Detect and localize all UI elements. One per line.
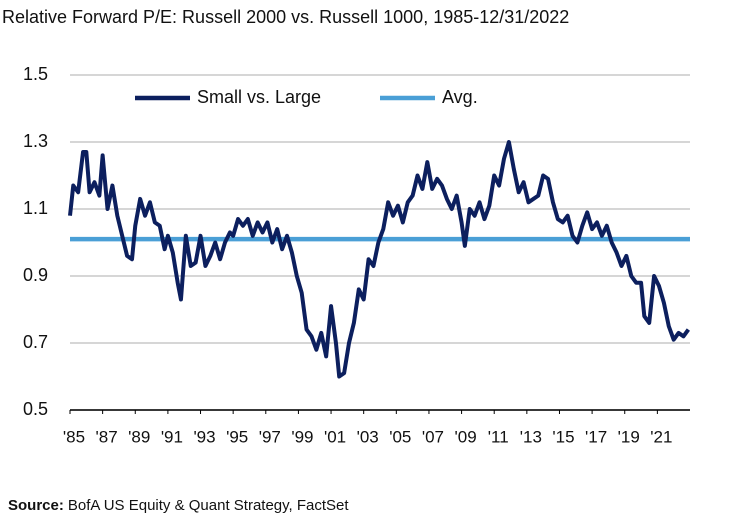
x-tick-label: '97 <box>259 427 281 446</box>
x-tick-label: '87 <box>96 427 118 446</box>
y-tick-label: 0.7 <box>23 332 48 352</box>
source-label: Source: <box>8 497 64 514</box>
y-tick-label: 0.5 <box>23 399 48 419</box>
x-tick-label: '89 <box>128 427 150 446</box>
x-tick-label: '13 <box>520 427 542 446</box>
y-tick-label: 0.9 <box>23 265 48 285</box>
x-tick-label: '05 <box>389 427 411 446</box>
x-tick-label: '85 <box>63 427 85 446</box>
x-tick-label: '21 <box>650 427 672 446</box>
y-tick-label: 1.5 <box>23 64 48 84</box>
x-tick-label: '11 <box>488 427 509 446</box>
x-tick-label: '09 <box>455 427 477 446</box>
y-tick-label: 1.3 <box>23 131 48 151</box>
legend-label: Small vs. Large <box>197 87 321 107</box>
legend-label: Avg. <box>442 87 478 107</box>
chart-title: Relative Forward P/E: Russell 2000 vs. R… <box>2 7 569 27</box>
x-tick-label: '01 <box>324 427 346 446</box>
source-text: BofA US Equity & Quant Strategy, FactSet <box>68 497 350 514</box>
x-tick-label: '07 <box>422 427 444 446</box>
x-tick-label: '17 <box>585 427 607 446</box>
x-tick-label: '95 <box>226 427 248 446</box>
x-tick-label: '03 <box>357 427 379 446</box>
series-line <box>68 140 690 379</box>
x-tick-label: '19 <box>618 427 640 446</box>
source: Source: BofA US Equity & Quant Strategy, … <box>8 497 349 514</box>
x-tick-label: '99 <box>291 427 313 446</box>
x-tick-label: '15 <box>552 427 574 446</box>
x-tick-label: '93 <box>193 427 215 446</box>
x-tick-label: '91 <box>161 427 183 446</box>
y-tick-label: 1.1 <box>23 198 48 218</box>
